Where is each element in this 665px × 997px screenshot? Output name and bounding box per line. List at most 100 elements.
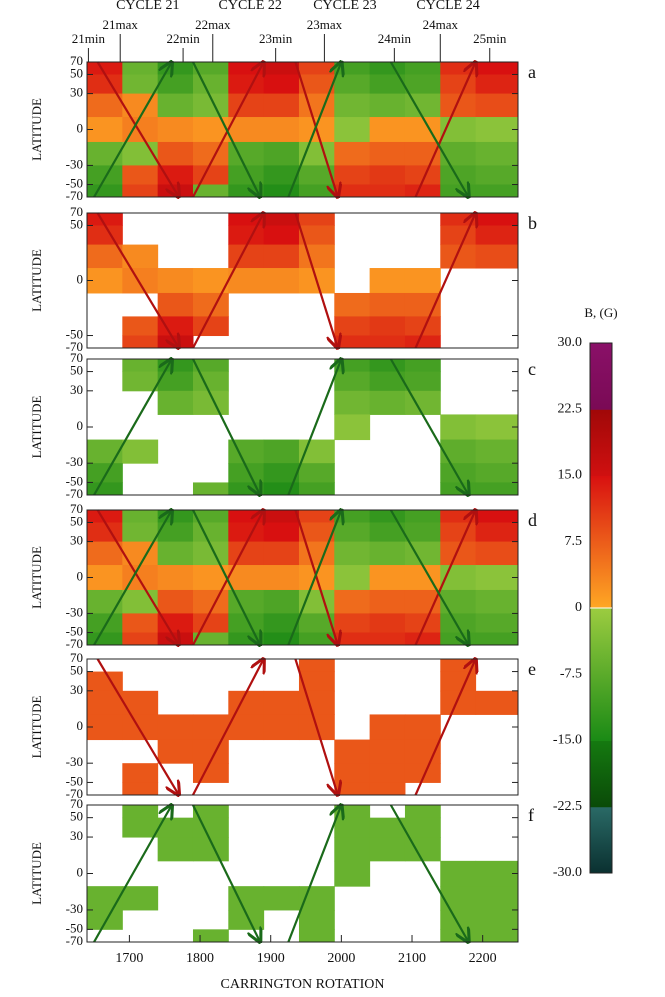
y-axis-label: LATITUDE bbox=[29, 396, 44, 459]
y-tick-label: 30 bbox=[70, 533, 83, 548]
heat-cell bbox=[475, 860, 519, 887]
colorbar-band bbox=[590, 343, 612, 410]
heat-cell bbox=[475, 213, 519, 226]
colorbar-title: B, (G) bbox=[584, 305, 617, 320]
heat-cell bbox=[334, 292, 371, 317]
phase-label: 24max bbox=[423, 17, 459, 32]
y-tick-label: 70 bbox=[70, 204, 83, 219]
heat-cell bbox=[298, 225, 335, 246]
y-tick-label: 70 bbox=[70, 501, 83, 516]
heat-cell bbox=[298, 93, 335, 118]
trend-arrow bbox=[414, 510, 476, 646]
heat-cell bbox=[334, 613, 371, 634]
heat-cell bbox=[87, 909, 123, 930]
heat-cell bbox=[263, 589, 300, 614]
heat-cell bbox=[192, 763, 229, 783]
heat-cell bbox=[157, 141, 194, 166]
heat-cell bbox=[334, 860, 371, 887]
heat-cell bbox=[440, 589, 477, 614]
heat-cell bbox=[263, 690, 300, 715]
heat-cell bbox=[404, 165, 441, 186]
heat-cell bbox=[369, 268, 406, 294]
heat-cell bbox=[122, 613, 159, 634]
heat-cell bbox=[87, 141, 123, 166]
heat-cell bbox=[369, 184, 406, 198]
trend-arrow bbox=[414, 659, 476, 796]
heat-cell bbox=[404, 541, 441, 566]
heat-cell bbox=[475, 93, 519, 118]
heat-cell bbox=[263, 565, 300, 591]
heat-cell bbox=[192, 613, 229, 634]
heat-cell bbox=[263, 165, 300, 186]
heat-cell bbox=[369, 541, 406, 566]
heat-cell bbox=[440, 184, 477, 198]
phase-label: 22max bbox=[195, 17, 231, 32]
heat-cell bbox=[263, 268, 300, 294]
colorbar-tick-label: -30.0 bbox=[553, 865, 582, 880]
heat-cell bbox=[87, 463, 123, 483]
heat-cell bbox=[298, 522, 335, 543]
trend-arrow bbox=[414, 62, 476, 198]
heat-cell bbox=[334, 165, 371, 186]
colorbar-tick-label: -22.5 bbox=[553, 799, 582, 814]
heat-cell bbox=[440, 463, 477, 483]
heat-cell bbox=[440, 74, 477, 95]
heat-cell bbox=[192, 93, 229, 118]
heat-cell bbox=[122, 268, 159, 294]
x-tick-label: 2100 bbox=[398, 951, 426, 966]
heat-cell bbox=[263, 541, 300, 566]
y-tick-label: 0 bbox=[77, 864, 84, 879]
heat-cell bbox=[404, 763, 441, 783]
heat-cell bbox=[475, 565, 519, 591]
heat-cell bbox=[298, 165, 335, 186]
heat-cell bbox=[369, 117, 406, 143]
colorbar-band bbox=[590, 608, 612, 741]
heat-cell bbox=[475, 613, 519, 634]
y-tick-label: -30 bbox=[66, 454, 83, 469]
heat-cell bbox=[369, 62, 406, 75]
y-axis-label: LATITUDE bbox=[29, 249, 44, 312]
heat-cell bbox=[369, 522, 406, 543]
heat-cell bbox=[404, 613, 441, 634]
heat-cell bbox=[87, 690, 123, 715]
trend-arrow bbox=[96, 212, 179, 348]
heat-cell bbox=[157, 739, 194, 764]
trend-arrow bbox=[93, 359, 172, 496]
x-tick-label: 2000 bbox=[327, 951, 355, 966]
colorbar-tick-label: -15.0 bbox=[553, 733, 582, 748]
heat-cell bbox=[228, 74, 265, 95]
heat-cell bbox=[122, 165, 159, 186]
heat-cell bbox=[263, 463, 300, 483]
x-tick-label: 1800 bbox=[186, 951, 214, 966]
heat-cell bbox=[298, 690, 335, 715]
heat-cell bbox=[334, 589, 371, 614]
heat-cell bbox=[369, 371, 406, 392]
heat-cell bbox=[192, 522, 229, 543]
heat-cell bbox=[122, 782, 159, 796]
panel-label: e bbox=[528, 659, 536, 679]
colorbar-band bbox=[590, 740, 612, 808]
colorbar-tick-label: 7.5 bbox=[565, 534, 583, 549]
trend-arrow bbox=[191, 61, 260, 197]
heat-cell bbox=[334, 93, 371, 118]
heat-cell bbox=[192, 74, 229, 95]
heat-cell bbox=[122, 805, 159, 819]
heat-cell bbox=[369, 165, 406, 186]
heat-cell bbox=[298, 62, 335, 75]
heat-cell bbox=[192, 510, 229, 523]
heat-cell bbox=[122, 510, 159, 523]
y-tick-label: 30 bbox=[70, 828, 83, 843]
heat-cell bbox=[369, 739, 406, 764]
heat-cell bbox=[263, 439, 300, 464]
heat-cell bbox=[334, 371, 371, 392]
heat-cell bbox=[192, 805, 229, 819]
y-tick-label: 50 bbox=[70, 363, 83, 378]
trend-arrow bbox=[389, 61, 469, 197]
heat-cell bbox=[334, 739, 371, 764]
heat-cell bbox=[87, 93, 123, 118]
trend-arrow bbox=[414, 213, 476, 349]
heat-cell bbox=[228, 565, 265, 591]
panel-label: c bbox=[528, 359, 536, 379]
